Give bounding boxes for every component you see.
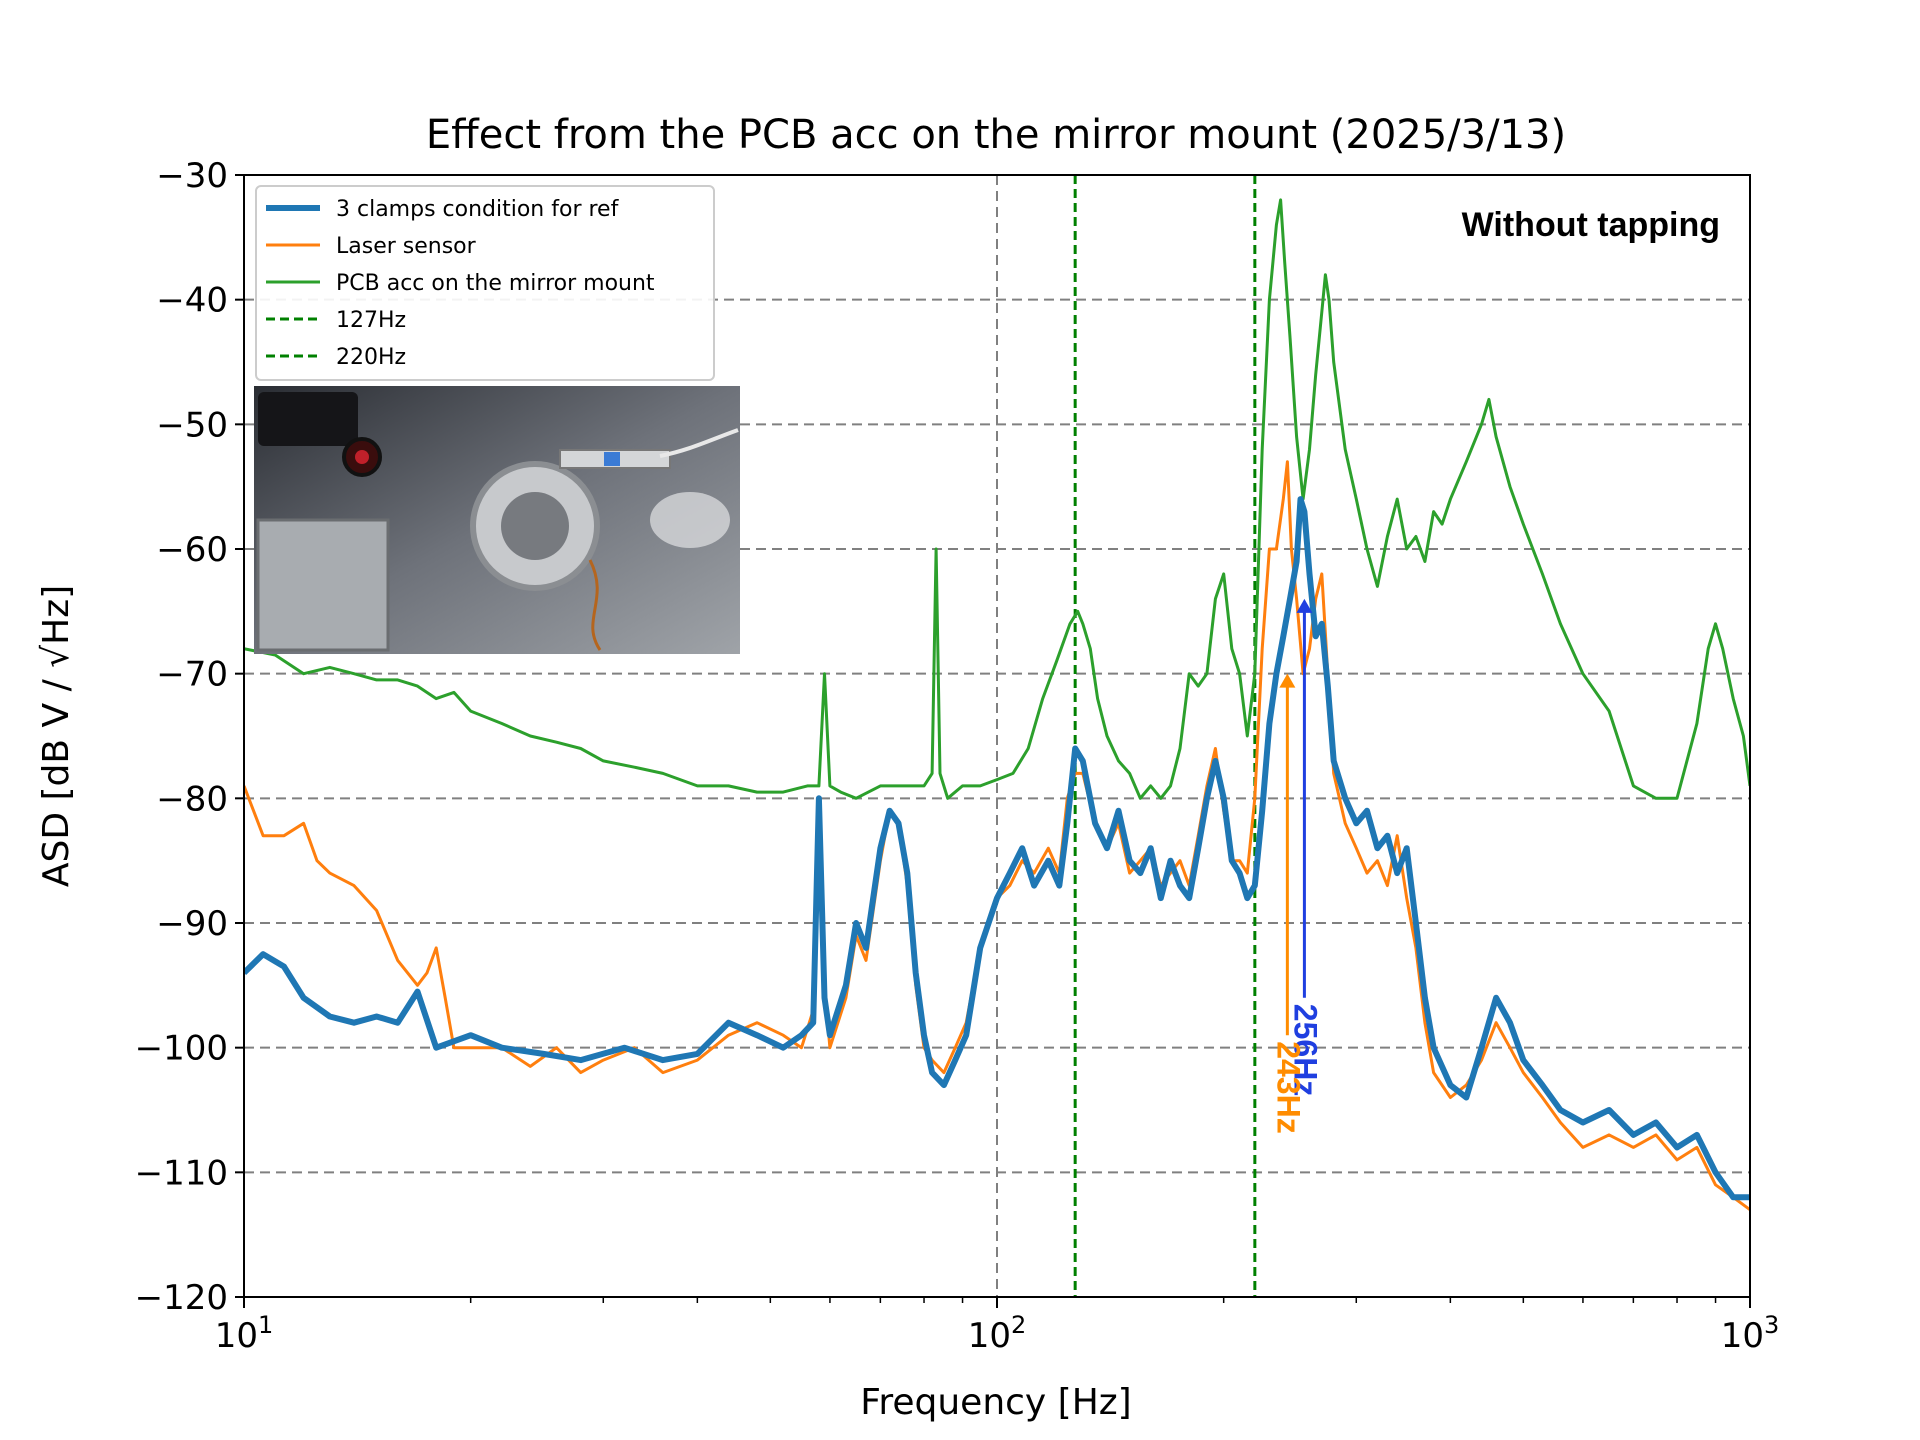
aluminum-extrusion <box>256 518 390 652</box>
y-tick-label: −120 <box>135 1278 228 1318</box>
legend-label-127hz: 127Hz <box>336 308 406 333</box>
arrow-label-256Hz: 256Hz <box>1287 1004 1323 1097</box>
series-line-2 <box>244 198 1750 800</box>
arrow-label-243Hz: 243Hz <box>1270 1041 1306 1134</box>
mirror-mount-aperture <box>501 492 569 560</box>
y-tick-label: −90 <box>156 904 228 944</box>
x-tick-label: 102 <box>968 1311 1027 1356</box>
copper-wire <box>588 559 602 651</box>
laser-sensor-body <box>258 392 358 446</box>
y-tick-label: −40 <box>156 281 228 321</box>
grid-layer <box>244 175 1750 1297</box>
y-tick-label: −100 <box>135 1029 228 1069</box>
vertical-reference-lines <box>1073 175 1257 1297</box>
without-tapping-annotation: Without tapping <box>1462 206 1720 244</box>
legend-label-ref: 3 clamps condition for ref <box>336 197 620 222</box>
x-tick-label: 103 <box>1721 1311 1780 1356</box>
pcb-label <box>604 452 620 466</box>
series-line-0 <box>244 496 1750 1201</box>
series-layer <box>244 198 1750 1211</box>
y-tick-label: −70 <box>156 655 228 695</box>
legend-box <box>255 185 715 381</box>
legend-label-220hz: 220Hz <box>336 345 406 370</box>
y-axis-label: ASD [dB V / √Hz] <box>36 585 77 887</box>
y-tick-label: −50 <box>156 405 228 445</box>
y-tick-label: −30 <box>156 156 228 196</box>
sensor-cable <box>659 428 739 458</box>
arrow-head <box>1296 598 1313 613</box>
x-axis-label: Frequency [Hz] <box>860 1382 1131 1423</box>
foil-clutter <box>650 492 730 548</box>
y-tick-label: −110 <box>135 1153 228 1193</box>
x-tick-label: 101 <box>215 1311 274 1356</box>
legend-label-pcb: PCB acc on the mirror mount <box>336 271 655 296</box>
legend-label-laser: Laser sensor <box>336 234 477 259</box>
chart-title: Effect from the PCB acc on the mirror mo… <box>426 112 1566 158</box>
y-tick-label: −80 <box>156 779 228 819</box>
laser-dot <box>355 450 369 464</box>
arrow-head <box>1279 673 1296 688</box>
legend: 3 clamps condition for ref Laser sensor … <box>255 185 715 381</box>
y-tick-label: −60 <box>156 530 228 570</box>
inset-photo <box>254 386 740 654</box>
